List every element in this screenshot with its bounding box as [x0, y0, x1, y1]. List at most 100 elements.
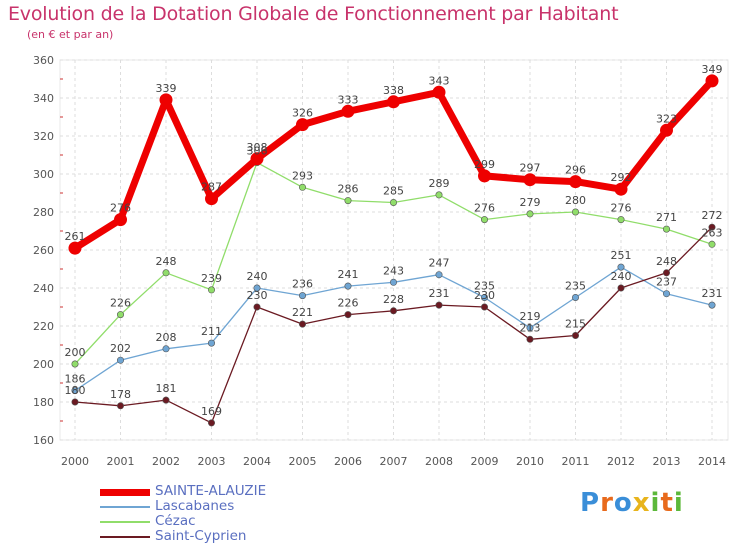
y-tick-label: 360 [33, 54, 54, 67]
data-point [250, 152, 264, 166]
data-label: 293 [292, 169, 313, 182]
data-label: 241 [338, 268, 359, 281]
data-label: 235 [565, 280, 586, 293]
data-label: 248 [156, 255, 177, 268]
data-point [435, 301, 443, 309]
data-point [71, 398, 79, 406]
data-point [571, 293, 579, 301]
data-point [526, 210, 534, 218]
data-label: 219 [520, 310, 541, 323]
data-point [432, 85, 446, 99]
data-label: 230 [247, 289, 268, 302]
data-point [205, 192, 218, 206]
data-point [387, 95, 400, 109]
data-point [344, 197, 352, 205]
data-label: 280 [565, 194, 586, 207]
logo-letter: x [632, 488, 651, 518]
y-tick-label: 260 [33, 244, 54, 257]
data-label: 231 [702, 287, 723, 300]
data-label: 181 [156, 382, 177, 395]
legend-swatch [100, 536, 150, 538]
data-label: 289 [429, 177, 450, 190]
data-point [341, 104, 355, 118]
data-label: 272 [702, 209, 723, 222]
data-label: 292 [611, 171, 632, 184]
data-point [208, 419, 216, 427]
data-point [708, 240, 716, 248]
logo-letter: o [613, 488, 633, 518]
x-tick-label: 2000 [61, 455, 89, 468]
data-label: 343 [429, 74, 450, 87]
data-label: 186 [65, 373, 86, 386]
data-label: 323 [656, 112, 677, 125]
data-point [117, 356, 125, 364]
y-tick-label: 340 [33, 92, 54, 105]
x-tick-label: 2005 [289, 455, 317, 468]
data-point [617, 284, 625, 292]
y-tick-label: 240 [33, 282, 54, 295]
data-point [435, 191, 443, 199]
x-tick-label: 2012 [607, 455, 635, 468]
data-label: 308 [247, 141, 268, 154]
data-point [71, 360, 79, 368]
legend-item: SAINTE-ALAUZIE [100, 484, 360, 499]
legend-item: Cézac [100, 514, 360, 529]
data-point [298, 320, 306, 328]
data-point [571, 331, 579, 339]
data-point [708, 301, 716, 309]
data-label: 231 [429, 287, 450, 300]
data-label: 263 [702, 226, 723, 239]
data-label: 202 [110, 342, 131, 355]
data-point [708, 223, 716, 231]
data-point [523, 173, 537, 187]
legend-swatch [100, 521, 150, 523]
data-label: 240 [247, 270, 268, 283]
chart-subtitle: (en € et par an) [27, 28, 114, 41]
data-point [478, 169, 491, 183]
data-label: 247 [429, 257, 450, 270]
x-tick-label: 2006 [334, 455, 362, 468]
data-label: 261 [65, 230, 86, 243]
data-point [162, 396, 170, 404]
data-point [296, 118, 309, 132]
y-tick-label: 320 [33, 130, 54, 143]
data-point [662, 269, 670, 277]
data-label: 276 [110, 202, 131, 215]
data-point [389, 278, 397, 286]
data-label: 213 [520, 321, 541, 334]
data-label: 180 [65, 384, 86, 397]
data-point [569, 175, 582, 189]
data-point [480, 303, 488, 311]
logo-letter: i [673, 488, 684, 518]
data-label: 237 [656, 276, 677, 289]
data-point [614, 182, 628, 196]
legend-swatch [100, 488, 150, 496]
data-label: 333 [338, 93, 359, 106]
data-label: 240 [611, 270, 632, 283]
x-tick-label: 2011 [562, 455, 590, 468]
y-tick-label: 280 [33, 206, 54, 219]
data-point [480, 293, 488, 301]
data-label: 243 [383, 264, 404, 277]
data-label: 287 [201, 181, 222, 194]
data-point [705, 74, 719, 88]
data-point [617, 263, 625, 271]
x-tick-label: 2002 [152, 455, 180, 468]
data-point [480, 216, 488, 224]
data-point [344, 282, 352, 290]
data-point [660, 123, 673, 137]
data-point [344, 311, 352, 319]
legend-item: Lascabanes [100, 499, 360, 514]
legend-label: SAINTE-ALAUZIE [155, 483, 267, 499]
data-label: 226 [110, 297, 131, 310]
data-label: 221 [292, 306, 313, 319]
legend-label: Cézac [155, 513, 196, 529]
logo-letter: r [600, 488, 614, 518]
chart-legend: SAINTE-ALAUZIE Lascabanes Cézac Saint-Cypri… [100, 484, 360, 544]
data-point [389, 307, 397, 315]
y-tick-label: 180 [33, 396, 54, 409]
data-point [662, 225, 670, 233]
x-tick-label: 2003 [198, 455, 226, 468]
data-label: 228 [383, 293, 404, 306]
